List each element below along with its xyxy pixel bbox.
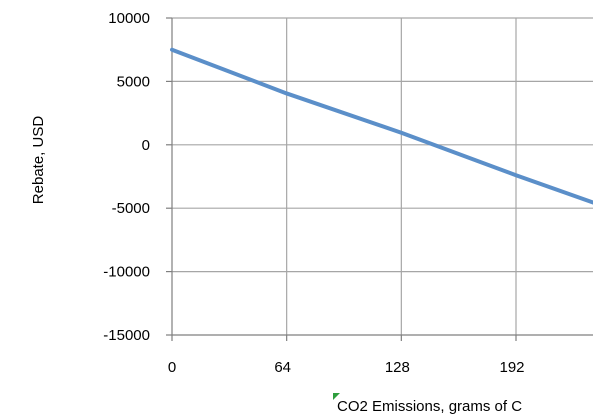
y-tick-label: -15000 (103, 327, 150, 344)
y-tick-label: -10000 (103, 264, 150, 281)
axes (166, 17, 593, 341)
grid-lines (172, 17, 593, 335)
x-tick-label: 128 (385, 359, 410, 376)
series-group (170, 47, 593, 205)
y-tick-label: 5000 (117, 73, 150, 90)
y-axis-title: Rebate, USD (30, 116, 47, 205)
series-line (170, 47, 593, 205)
y-tick-label: 0 (142, 137, 150, 154)
x-tick-label: 192 (499, 359, 524, 376)
x-axis-title: CO2 Emissions, grams of C (337, 398, 522, 415)
axis-title-marker-icon (333, 393, 340, 400)
y-tick-label: -5000 (112, 200, 150, 217)
x-tick-label: 0 (168, 359, 176, 376)
y-tick-labels: 10000 5000 0 -5000 -10000 -15000 (103, 10, 150, 344)
y-tick-label: 10000 (108, 10, 150, 27)
x-tick-labels: 0 64 128 192 (168, 359, 525, 376)
x-tick-label: 64 (274, 359, 291, 376)
